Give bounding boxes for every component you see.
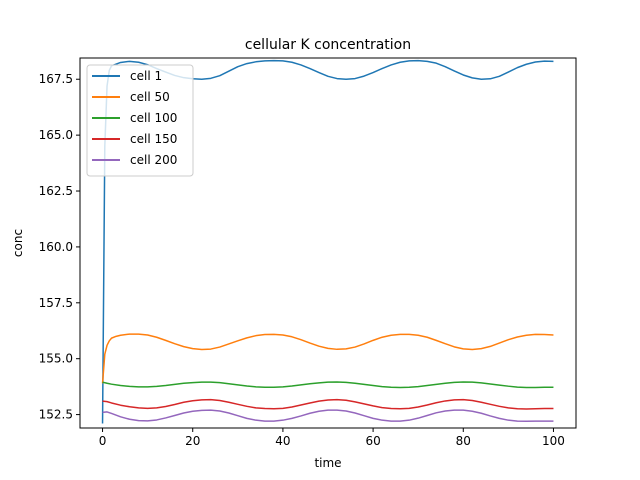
x-tick-label: 60 (365, 434, 380, 448)
x-axis: 0 20 40 60 80 100 (99, 428, 565, 448)
legend-label: cell 150 (130, 132, 177, 146)
x-axis-label: time (314, 456, 341, 470)
chart-title: cellular K concentration (245, 37, 411, 53)
legend-label: cell 100 (130, 111, 177, 125)
legend-box (86, 64, 194, 177)
x-tick-label: 100 (542, 434, 565, 448)
series-line-2 (101, 333, 554, 384)
y-axis: 152.5 155.0 157.5 160.0 162.5 165.0 167.5 (39, 72, 80, 422)
y-tick-label: 167.5 (39, 72, 73, 86)
y-tick-label: 165.0 (39, 128, 73, 142)
series-line-5 (102, 409, 554, 423)
y-tick-label: 160.0 (39, 240, 73, 254)
y-tick-label: 155.0 (39, 352, 73, 366)
x-tick-label: 40 (275, 434, 290, 448)
legend-label: cell 50 (130, 90, 170, 104)
y-axis-label: conc (11, 229, 25, 257)
legend: cell 1 cell 50 cell 100 cell 150 cell 200 (86, 64, 194, 177)
x-tick-label: 0 (99, 434, 107, 448)
y-tick-label: 162.5 (39, 184, 73, 198)
x-tick-label: 20 (185, 434, 200, 448)
legend-label: cell 200 (130, 153, 177, 167)
y-tick-label: 152.5 (39, 408, 73, 422)
y-tick-label: 157.5 (39, 296, 73, 310)
x-tick-label: 80 (456, 434, 471, 448)
series-line-4 (102, 398, 554, 410)
plot-frame (79, 57, 577, 429)
legend-label: cell 1 (130, 69, 162, 83)
series-line-3 (102, 381, 554, 389)
